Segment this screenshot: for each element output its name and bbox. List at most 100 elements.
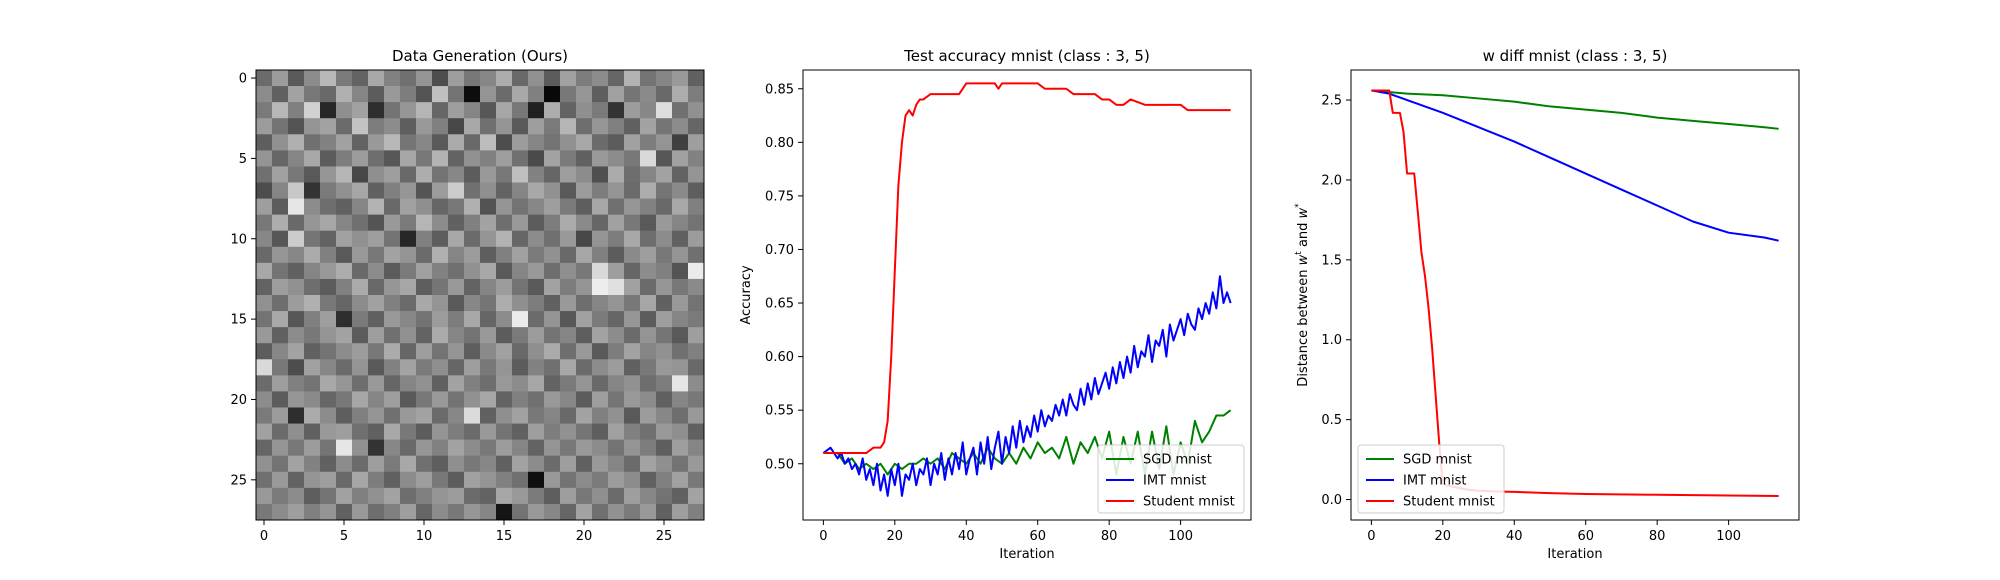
- heatmap-cell: [624, 182, 641, 199]
- heatmap-cell: [320, 375, 337, 392]
- heatmap-cell: [560, 262, 577, 280]
- heatmap-cell: [256, 102, 273, 119]
- heatmap-cell: [416, 327, 433, 344]
- x-tick-label: 80: [1101, 529, 1118, 544]
- heatmap-cell: [672, 278, 689, 296]
- heatmap-cell: [592, 166, 609, 183]
- heatmap-cell: [320, 214, 337, 232]
- heatmap-cell: [528, 230, 545, 248]
- heatmap-cell: [528, 102, 545, 119]
- heatmap-cell: [496, 262, 513, 280]
- heatmap-cell: [256, 214, 273, 232]
- heatmap-cell: [608, 198, 625, 216]
- y-tick-label: 0.60: [765, 350, 794, 365]
- heatmap-cell: [544, 439, 561, 457]
- heatmap-cell: [496, 311, 513, 328]
- heatmap-cell: [320, 102, 337, 119]
- heatmap-cell: [592, 102, 609, 119]
- heatmap-cell: [288, 423, 305, 441]
- heatmap-cell: [528, 439, 545, 457]
- heatmap-cell: [576, 166, 593, 183]
- heatmap-cell: [656, 407, 673, 424]
- heatmap-cell: [608, 278, 625, 296]
- heatmap-cell: [256, 278, 273, 296]
- legend-label: Student mnist: [1143, 495, 1235, 510]
- heatmap-cell: [528, 391, 545, 408]
- heatmap-cell: [400, 166, 417, 183]
- heatmap-cell: [448, 198, 465, 216]
- heatmap-cell: [688, 166, 705, 183]
- heatmap-cell: [512, 86, 529, 103]
- heatmap-cell: [640, 295, 657, 312]
- heatmap-cell: [288, 102, 305, 119]
- heatmap-cell: [528, 295, 545, 312]
- heatmap-cell: [640, 150, 657, 167]
- heatmap-cell: [528, 86, 545, 103]
- heatmap-cell: [608, 295, 625, 312]
- heatmap-cell: [400, 262, 417, 280]
- heatmap-cell: [496, 343, 513, 360]
- heatmap-cell: [272, 134, 289, 151]
- y-tick-label: 0.85: [765, 82, 794, 97]
- heatmap-cell: [688, 423, 705, 441]
- heatmap-cell: [576, 295, 593, 312]
- heatmap-cell: [432, 391, 449, 408]
- heatmap-cell: [592, 70, 609, 87]
- heatmap-cell: [384, 262, 401, 280]
- heatmap-cell: [672, 359, 689, 376]
- heatmap-cell: [416, 150, 433, 167]
- heatmap-cell: [640, 246, 657, 264]
- heatmap-cell: [320, 118, 337, 135]
- heatmap-cell: [688, 359, 705, 376]
- heatmap-cell: [320, 343, 337, 360]
- heatmap-cell: [608, 471, 625, 489]
- heatmap-cell: [416, 455, 433, 473]
- series-line-imt-mnist: [1371, 89, 1779, 242]
- heatmap-cell: [528, 150, 545, 167]
- heatmap-cell: [656, 246, 673, 264]
- accuracy-frame: [802, 69, 1252, 521]
- heatmap-cell: [624, 214, 641, 232]
- heatmap-cell: [464, 487, 481, 505]
- heatmap-cell: [352, 118, 369, 135]
- heatmap-cell: [384, 375, 401, 392]
- heatmap-cell: [560, 311, 577, 328]
- heatmap-cell: [528, 471, 545, 489]
- heatmap-cell: [512, 423, 529, 441]
- heatmap-cell: [688, 311, 705, 328]
- heatmap-cell: [432, 423, 449, 441]
- heatmap-cell: [288, 230, 305, 248]
- heatmap-cell: [384, 295, 401, 312]
- heatmap-cell: [496, 118, 513, 135]
- heatmap-cell: [576, 311, 593, 328]
- heatmap-cell: [384, 246, 401, 264]
- heatmap-cell: [320, 70, 337, 87]
- heatmap-cell: [560, 503, 577, 521]
- heatmap-cell: [512, 118, 529, 135]
- heatmap-cell: [448, 359, 465, 376]
- heatmap-cell: [352, 86, 369, 103]
- heatmap-cell: [272, 278, 289, 296]
- heatmap-cell: [352, 198, 369, 216]
- heatmap-cell: [256, 503, 273, 521]
- heatmap-cell: [480, 278, 497, 296]
- heatmap-cell: [528, 214, 545, 232]
- heatmap-cell: [544, 327, 561, 344]
- heatmap-cell: [288, 311, 305, 328]
- heatmap-cell: [624, 391, 641, 408]
- heatmap-cell: [512, 359, 529, 376]
- heatmap-cell: [560, 150, 577, 167]
- heatmap-cell: [368, 150, 385, 167]
- heatmap-cell: [512, 391, 529, 408]
- heatmap-cell: [368, 118, 385, 135]
- heatmap-cell: [304, 246, 321, 264]
- heatmap-cell: [576, 278, 593, 296]
- heatmap-cell: [672, 86, 689, 103]
- heatmap-cell: [512, 262, 529, 280]
- heatmap-cell: [656, 423, 673, 441]
- heatmap-cell: [464, 182, 481, 199]
- heatmap-cell: [656, 134, 673, 151]
- heatmap-cell: [384, 150, 401, 167]
- heatmap-cell: [672, 391, 689, 408]
- heatmap-cell: [464, 166, 481, 183]
